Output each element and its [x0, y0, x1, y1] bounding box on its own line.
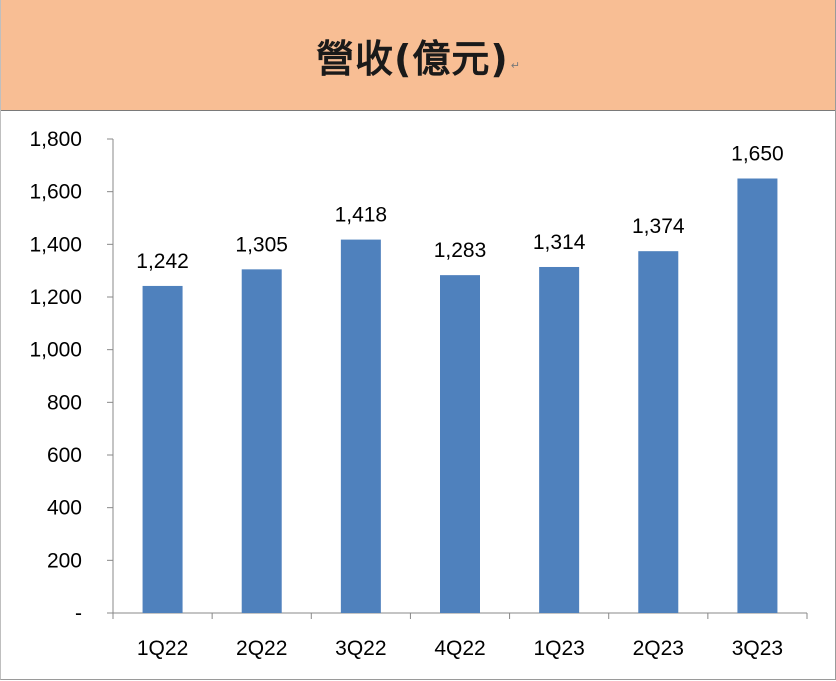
y-tick-label: 1,200	[29, 286, 82, 309]
y-tick-label: -	[75, 602, 82, 625]
x-tick-label: 3Q23	[732, 637, 783, 660]
y-tick-label: 1,400	[29, 233, 82, 256]
bar-1q22	[142, 285, 183, 613]
x-tick-label: 1Q22	[137, 637, 188, 660]
data-label: 1,242	[136, 250, 189, 273]
y-tick-label: 200	[47, 549, 82, 572]
y-tick-label: 600	[47, 444, 82, 467]
title-banner: 營收(億元) ↵	[1, 0, 835, 111]
y-tick-label: 1,600	[29, 181, 82, 204]
paragraph-mark-icon: ↵	[510, 59, 520, 72]
bar-4q22	[440, 275, 480, 613]
x-tick-label: 2Q23	[633, 637, 684, 660]
data-label: 1,650	[731, 143, 784, 166]
data-label: 1,374	[632, 215, 685, 238]
bar-2q23	[638, 251, 679, 613]
bar-3q22	[340, 239, 381, 614]
x-tick-label: 4Q22	[434, 637, 485, 660]
x-tick-label: 2Q22	[236, 637, 287, 660]
y-tick-label: 800	[47, 391, 82, 414]
bar-2q22	[241, 269, 282, 613]
y-tick-label: 1,000	[29, 339, 82, 362]
bar-1q23	[539, 266, 580, 613]
x-tick-label: 1Q23	[533, 637, 584, 660]
y-tick-label: 1,800	[29, 128, 82, 151]
data-label: 1,283	[434, 239, 487, 262]
chart-title: 營收(億元)	[316, 36, 509, 81]
y-tick-label: 400	[47, 497, 82, 520]
x-tick-label: 3Q22	[335, 637, 386, 660]
data-label: 1,305	[235, 233, 288, 256]
bar-3q23	[737, 178, 778, 613]
data-label: 1,314	[533, 231, 586, 254]
data-label: 1,418	[335, 204, 388, 227]
